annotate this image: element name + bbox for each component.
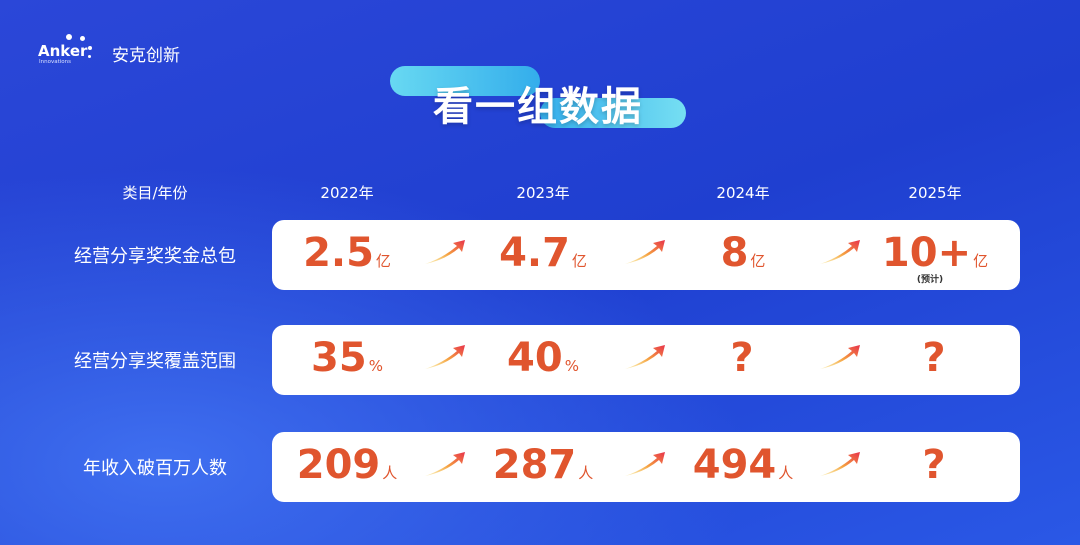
header-year: 2025年: [908, 184, 962, 202]
trend-up-arrow-icon: [623, 450, 667, 480]
value: 4.7: [499, 230, 570, 276]
value-cell: 209 人: [297, 442, 398, 488]
trend-up-arrow-icon: [818, 450, 862, 480]
anker-logo: Anker Innovations: [38, 34, 96, 68]
unit: 亿: [973, 252, 989, 270]
trend-up-arrow-icon: [818, 238, 862, 268]
brand-logo: Anker Innovations 安克创新: [38, 34, 180, 68]
value: 8: [720, 230, 749, 276]
value: 209: [296, 442, 381, 488]
trend-up-arrow-icon: [818, 343, 862, 373]
value-cell: ?: [922, 442, 947, 488]
trend-up-arrow-icon: [423, 343, 467, 373]
trend-up-arrow-icon: [623, 238, 667, 268]
unit: 亿: [571, 252, 587, 270]
value: 2.5: [303, 230, 374, 276]
unit: 人: [778, 464, 794, 482]
estimate-note: (预计): [916, 275, 944, 285]
value: 40: [507, 335, 563, 381]
value-cell: 40%: [507, 335, 579, 381]
value: ?: [922, 335, 946, 381]
value: 35: [311, 335, 367, 381]
value-cell: 287 人: [493, 442, 594, 488]
trend-up-arrow-icon: [423, 238, 467, 268]
value: ?: [922, 442, 946, 488]
row-label: 经营分享奖奖金总包: [74, 246, 236, 267]
unit: 亿: [375, 252, 391, 270]
brand-name: 安克创新: [112, 45, 180, 66]
unit: 人: [382, 464, 398, 482]
page-title: 看一组数据: [433, 84, 643, 130]
trend-up-arrow-icon: [423, 450, 467, 480]
value-cell: 4.7 亿: [499, 230, 587, 276]
unit: %: [368, 357, 383, 375]
unit: 人: [578, 464, 594, 482]
header-year: 2024年: [716, 184, 770, 202]
value-cell: 2.5 亿: [303, 230, 391, 276]
unit: %: [564, 357, 579, 375]
header-year: 2023年: [516, 184, 570, 202]
title-banner: 看一组数据: [390, 66, 686, 130]
value-cell: ?: [730, 335, 755, 381]
value: ?: [730, 335, 754, 381]
unit: 亿: [750, 252, 766, 270]
value: 10+: [881, 230, 972, 276]
value: 287: [492, 442, 577, 488]
value: 494: [692, 442, 777, 488]
value-cell: 35%: [311, 335, 383, 381]
row-label: 年收入破百万人数: [83, 458, 227, 479]
header-category: 类目/年份: [122, 184, 188, 202]
value-cell: 10+ 亿: [882, 230, 988, 276]
value-cell: ?: [922, 335, 947, 381]
row-label: 经营分享奖覆盖范围: [74, 351, 236, 372]
header-year: 2022年: [320, 184, 374, 202]
trend-up-arrow-icon: [623, 343, 667, 373]
value-cell: 494 人: [693, 442, 794, 488]
